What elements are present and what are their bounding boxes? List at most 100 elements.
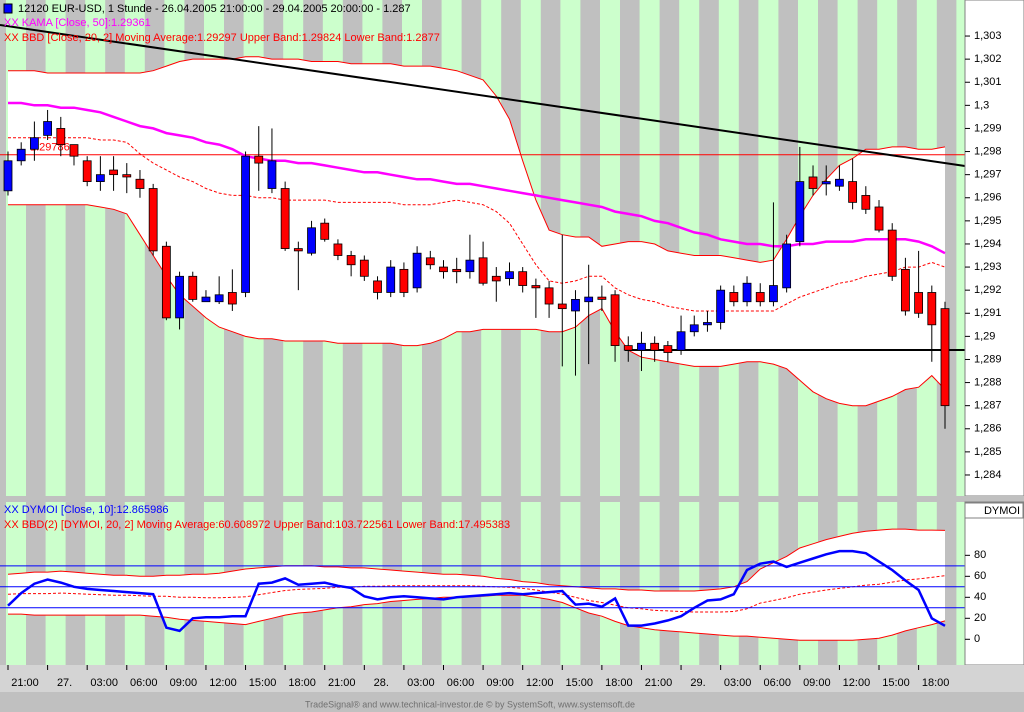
stripe bbox=[560, 502, 581, 665]
candle-body bbox=[505, 271, 514, 280]
candle-body bbox=[135, 178, 145, 189]
candle-body bbox=[386, 266, 396, 293]
candle-body bbox=[491, 275, 501, 282]
candle-body bbox=[465, 259, 475, 273]
candle-body bbox=[56, 128, 66, 146]
candle-body bbox=[399, 268, 409, 293]
candle-body bbox=[452, 268, 462, 273]
x-tick-label: 03:00 bbox=[90, 677, 118, 689]
x-tick-label: 21:00 bbox=[645, 677, 673, 689]
x-tick-label: 28. bbox=[374, 677, 389, 689]
y-tick-label: 1,301 bbox=[974, 76, 1002, 88]
candle-body bbox=[729, 292, 739, 303]
dymoi-axis bbox=[964, 501, 1024, 666]
legend-entry: XX KAMA [Close, 50]:1.29361 bbox=[4, 17, 151, 29]
candle-body bbox=[610, 294, 620, 347]
time-axis bbox=[0, 665, 1024, 692]
x-tick-label: 15:00 bbox=[566, 677, 594, 689]
candle-body bbox=[69, 144, 79, 157]
legend-entry: XX DYMOI [Close, 10]:12.865986 bbox=[4, 504, 168, 516]
candle-body bbox=[914, 292, 924, 314]
candle-body bbox=[109, 169, 118, 176]
candle-body bbox=[148, 188, 158, 252]
x-tick-label: 06:00 bbox=[447, 677, 475, 689]
candle-body bbox=[359, 259, 369, 277]
candle-body bbox=[623, 345, 633, 351]
candle-body bbox=[716, 289, 726, 323]
axes: 1,303 1,302 1,301 1,3 1,299 1,298 1,297 1,296 1,… bbox=[7, 30, 1002, 689]
y-tick-label: 1,291 bbox=[974, 307, 1002, 319]
stripe bbox=[679, 0, 700, 496]
y-tick-label: 1,292 bbox=[974, 284, 1002, 296]
candle-body bbox=[3, 160, 13, 192]
stripe bbox=[679, 502, 700, 665]
candle-body bbox=[201, 296, 211, 303]
candle-body bbox=[887, 229, 897, 277]
candle-body bbox=[267, 160, 277, 189]
candle-body bbox=[782, 243, 792, 289]
candle-body bbox=[307, 227, 316, 254]
y-tick-label: 1,293 bbox=[974, 261, 1002, 273]
y-tick-label: 1,294 bbox=[974, 238, 1002, 250]
y-tick-label: 1,289 bbox=[974, 353, 1002, 365]
x-tick-label: 29. bbox=[690, 677, 705, 689]
x-tick-label: 21:00 bbox=[11, 677, 39, 689]
y-tick-label: 80 bbox=[974, 549, 986, 561]
x-tick-label: 18:00 bbox=[922, 677, 950, 689]
symbol-icon bbox=[3, 3, 13, 14]
y-tick-label: 1,286 bbox=[974, 423, 1002, 435]
candle-body bbox=[742, 282, 752, 303]
legend-entry: XX BBD(2) [DYMOI, 20, 2] Moving Average:… bbox=[4, 519, 510, 531]
candle-body bbox=[227, 292, 237, 305]
candle-body bbox=[346, 255, 356, 266]
upper-band bbox=[8, 56, 946, 263]
lower-panel bbox=[0, 528, 965, 641]
x-tick-label: 18:00 bbox=[605, 677, 633, 689]
candle-body bbox=[16, 148, 26, 162]
candle-body bbox=[373, 280, 382, 293]
candle-body bbox=[333, 243, 343, 256]
candle-body bbox=[940, 308, 950, 407]
candle-body bbox=[478, 257, 488, 284]
stripe bbox=[718, 502, 739, 665]
stripe bbox=[639, 502, 660, 665]
x-tick-label: 06:00 bbox=[763, 677, 791, 689]
stripe bbox=[600, 502, 620, 665]
candle-body bbox=[650, 342, 660, 351]
candle-body bbox=[821, 181, 831, 185]
x-tick-label: 06:00 bbox=[130, 677, 158, 689]
candle-body bbox=[901, 268, 910, 312]
candle-body bbox=[29, 137, 39, 150]
candle-body bbox=[676, 331, 686, 351]
indicator-line bbox=[7, 549, 946, 633]
candle-body bbox=[161, 245, 171, 319]
chart-title: 12120 EUR-USD, 1 Stunde - 26.04.2005 21:… bbox=[18, 3, 411, 15]
candle-body bbox=[175, 275, 184, 319]
axis-label: DYMOI bbox=[984, 505, 1020, 517]
candle-body bbox=[531, 285, 541, 289]
y-tick-label: 1,29 bbox=[974, 330, 995, 342]
candle-body bbox=[82, 160, 92, 182]
middle-band bbox=[8, 137, 946, 312]
candle-body bbox=[43, 121, 52, 136]
candle-body bbox=[95, 174, 105, 182]
x-tick-label: 03:00 bbox=[724, 677, 752, 689]
candle-body bbox=[795, 181, 805, 243]
candle-body bbox=[874, 206, 884, 231]
candle-body bbox=[769, 285, 778, 303]
stripe bbox=[718, 0, 739, 496]
candle-body bbox=[280, 188, 290, 249]
candle-body bbox=[518, 271, 528, 286]
y-tick-label: 1,3 bbox=[974, 99, 989, 111]
y-tick-label: 1,299 bbox=[974, 122, 1002, 134]
footer: TradeSignal® and www.technical-investor.… bbox=[305, 699, 635, 709]
candle-body bbox=[637, 342, 646, 351]
y-tick-label: 1,297 bbox=[974, 169, 1002, 181]
candle-body bbox=[412, 252, 422, 289]
x-tick-label: 21:00 bbox=[328, 677, 356, 689]
x-tick-label: 15:00 bbox=[882, 677, 910, 689]
y-tick-label: 20 bbox=[974, 612, 986, 624]
candle-body bbox=[544, 287, 554, 305]
